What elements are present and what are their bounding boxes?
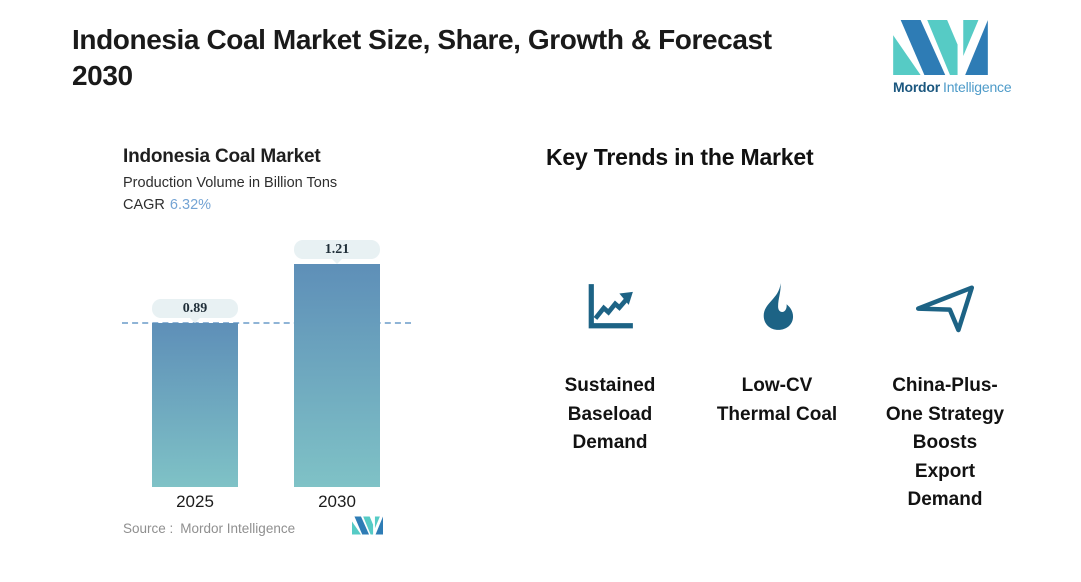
- reference-line: [122, 322, 411, 324]
- chart-cagr: CAGR 6.32%: [123, 197, 211, 213]
- bar-2030: [294, 264, 380, 487]
- brand-name-light: Intelligence: [943, 79, 1012, 95]
- chart-subtitle: Production Volume in Billion Tons: [123, 175, 338, 191]
- value-label-2030: 1.21: [294, 240, 380, 264]
- trend-item-china-plus-one-strategy: China-Plus- One Strategy Boosts Export D…: [873, 276, 1017, 515]
- brand-logo: Mordor Intelligence: [893, 20, 1012, 95]
- chart-title: Indonesia Coal Market: [123, 146, 321, 167]
- mordor-intelligence-logo-icon: [893, 20, 988, 75]
- brand-name: Mordor Intelligence: [893, 79, 1012, 95]
- source-label: Source :: [123, 521, 174, 536]
- source-value: Mordor Intelligence: [180, 521, 296, 536]
- flame-icon: [755, 276, 799, 338]
- line-chart-icon: [584, 276, 636, 338]
- x-axis-label-2030: 2030: [318, 492, 356, 511]
- trend-item-sustained-baseload-demand: Sustained Baseload Demand: [535, 276, 685, 458]
- paper-plane-icon: [915, 276, 975, 338]
- trends-heading: Key Trends in the Market: [546, 144, 814, 170]
- cagr-label: CAGR: [123, 197, 165, 213]
- trend-label: Sustained Baseload Demand: [564, 375, 656, 453]
- source-row: Source : Mordor Intelligence: [123, 521, 295, 536]
- brand-name-bold: Mordor: [893, 79, 941, 95]
- trend-label: China-Plus- One Strategy Boosts Export D…: [885, 375, 1005, 510]
- mordor-intelligence-logo-icon: [352, 516, 383, 535]
- bar-chart-panel: Indonesia Coal Market Production Volume …: [100, 128, 520, 568]
- bar-2025: [152, 323, 238, 487]
- page-title: Indonesia Coal Market Size, Share, Growt…: [72, 24, 772, 91]
- trend-item-low-cv-thermal-coal: Low-CV Thermal Coal: [702, 276, 852, 429]
- cagr-value: 6.32%: [169, 197, 212, 213]
- x-axis-label-2025: 2025: [176, 492, 214, 511]
- value-label-2025: 0.89: [152, 299, 238, 323]
- trend-label: Low-CV Thermal Coal: [716, 375, 838, 425]
